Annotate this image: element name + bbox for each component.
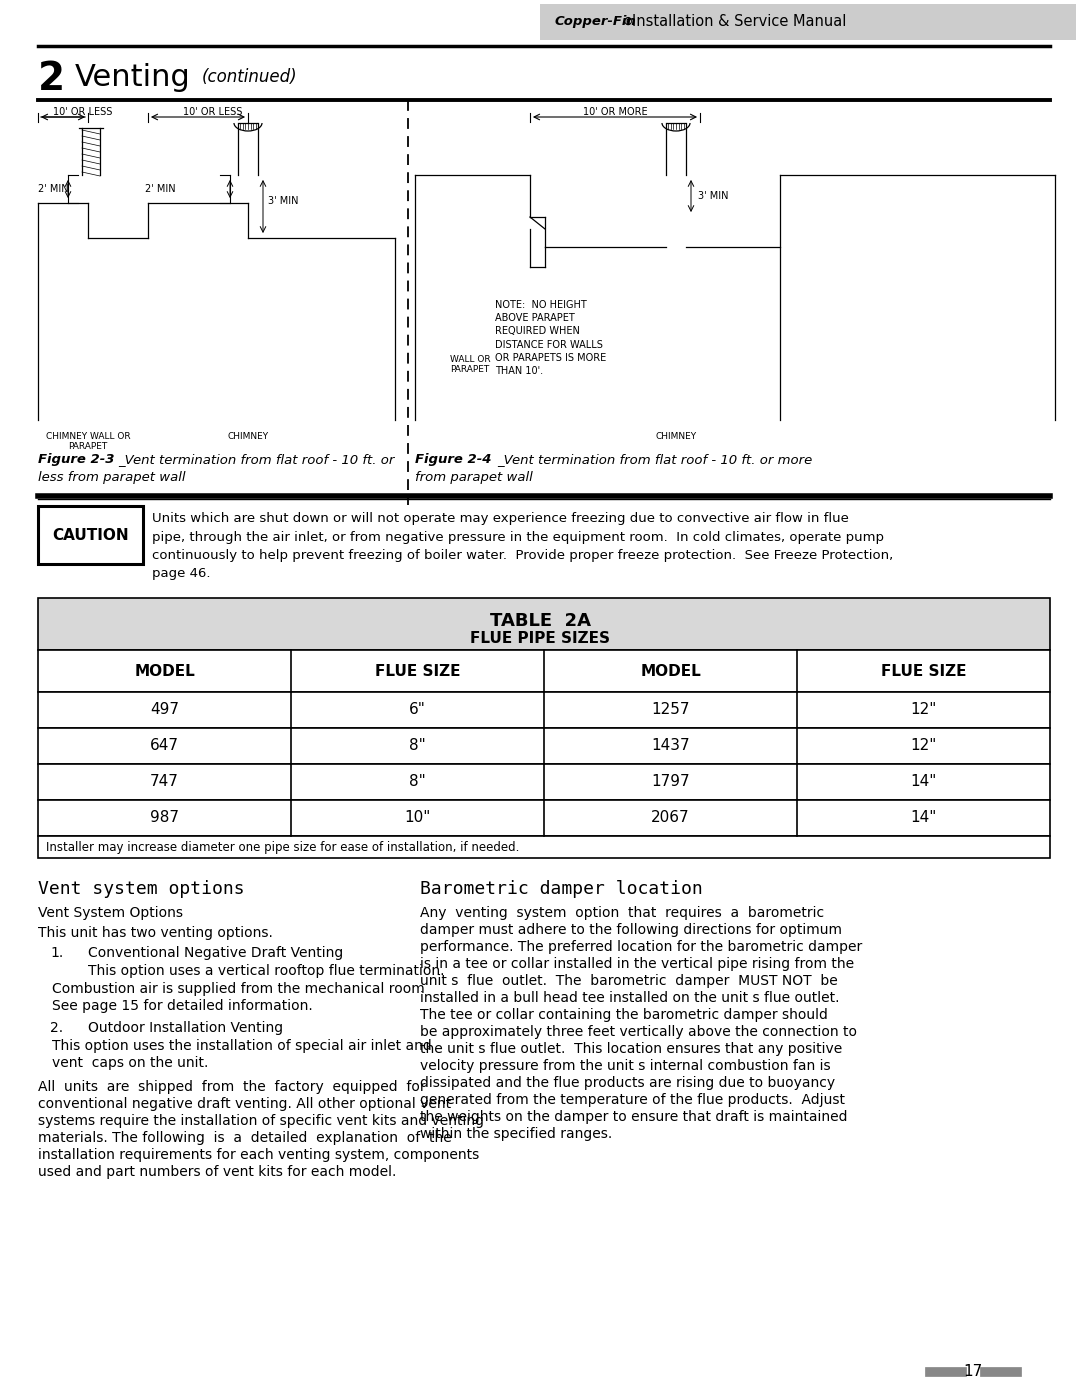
Bar	[38, 506, 143, 564]
Bar	[38, 650, 1050, 692]
Bar	[38, 800, 1050, 835]
Text: WALL OR
PARAPET: WALL OR PARAPET	[449, 355, 490, 374]
Text: 10' OR LESS: 10' OR LESS	[53, 108, 112, 117]
Text: 10' OR MORE: 10' OR MORE	[583, 108, 647, 117]
Text: This option uses a vertical rooftop flue termination.: This option uses a vertical rooftop flue…	[87, 964, 445, 978]
Text: (continued): (continued)	[202, 68, 298, 87]
Text: within the specified ranges.: within the specified ranges.	[420, 1127, 612, 1141]
Text: This unit has two venting options.: This unit has two venting options.	[38, 926, 273, 940]
Text: Installer may increase diameter one pipe size for ease of installation, if neede: Installer may increase diameter one pipe…	[46, 841, 519, 854]
Text: 12": 12"	[910, 703, 936, 718]
Text: less from parapet wall: less from parapet wall	[38, 471, 186, 483]
Text: TABLE  2A: TABLE 2A	[489, 612, 591, 630]
Text: 987: 987	[150, 810, 179, 826]
Text: Figure 2-3: Figure 2-3	[38, 453, 114, 467]
Text: All  units  are  shipped  from  the  factory  equipped  for: All units are shipped from the factory e…	[38, 1080, 426, 1094]
Text: be approximately three feet vertically above the connection to: be approximately three feet vertically a…	[420, 1025, 858, 1039]
Text: 2.: 2.	[50, 1021, 63, 1035]
Text: 8": 8"	[409, 774, 426, 789]
Text: 3' MIN: 3' MIN	[268, 196, 298, 205]
Text: is in a tee or collar installed in the vertical pipe rising from the: is in a tee or collar installed in the v…	[420, 957, 854, 971]
Text: Conventional Negative Draft Venting: Conventional Negative Draft Venting	[87, 946, 343, 960]
Text: dissipated and the flue products are rising due to buoyancy: dissipated and the flue products are ris…	[420, 1076, 835, 1090]
Text: 2' MIN: 2' MIN	[145, 184, 176, 194]
Text: Barometric damper location: Barometric damper location	[420, 880, 703, 898]
Text: Venting: Venting	[75, 63, 191, 92]
Text: CHIMNEY WALL OR
PARAPET: CHIMNEY WALL OR PARAPET	[45, 432, 131, 451]
Text: Figure 2-4: Figure 2-4	[415, 453, 491, 467]
Text: 6": 6"	[409, 703, 426, 718]
Text: FLUE SIZE: FLUE SIZE	[375, 664, 460, 679]
Text: 3' MIN: 3' MIN	[698, 191, 729, 201]
Text: 17: 17	[963, 1365, 983, 1379]
Text: the unit s flue outlet.  This location ensures that any positive: the unit s flue outlet. This location en…	[420, 1042, 842, 1056]
Text: used and part numbers of vent kits for each model.: used and part numbers of vent kits for e…	[38, 1165, 396, 1179]
Text: installed in a bull head tee installed on the unit s flue outlet.: installed in a bull head tee installed o…	[420, 990, 839, 1004]
Text: Any  venting  system  option  that  requires  a  barometric: Any venting system option that requires …	[420, 907, 824, 921]
Text: Units which are shut down or will not operate may experience freezing due to con: Units which are shut down or will not op…	[152, 511, 893, 581]
Text: from parapet wall: from parapet wall	[415, 471, 532, 483]
Text: NOTE:  NO HEIGHT
ABOVE PARAPET
REQUIRED WHEN
DISTANCE FOR WALLS
OR PARAPETS IS M: NOTE: NO HEIGHT ABOVE PARAPET REQUIRED W…	[495, 300, 606, 376]
Text: See page 15 for detailed information.: See page 15 for detailed information.	[52, 999, 313, 1013]
Text: damper must adhere to the following directions for optimum: damper must adhere to the following dire…	[420, 923, 842, 937]
Text: generated from the temperature of the flue products.  Adjust: generated from the temperature of the fl…	[420, 1092, 845, 1106]
Bar	[38, 598, 1050, 650]
Text: 12": 12"	[910, 739, 936, 753]
Text: installation requirements for each venting system, components: installation requirements for each venti…	[38, 1148, 480, 1162]
Text: systems require the installation of specific vent kits and venting: systems require the installation of spec…	[38, 1113, 484, 1127]
Text: _Vent termination from flat roof - 10 ft. or: _Vent termination from flat roof - 10 ft…	[118, 453, 394, 467]
Text: velocity pressure from the unit s internal combustion fan is: velocity pressure from the unit s intern…	[420, 1059, 831, 1073]
Text: ®: ®	[623, 17, 633, 27]
Text: 1257: 1257	[651, 703, 690, 718]
Text: 647: 647	[150, 739, 179, 753]
Text: 1797: 1797	[651, 774, 690, 789]
Text: CHIMNEY: CHIMNEY	[228, 432, 269, 441]
Text: 747: 747	[150, 774, 179, 789]
Bar	[38, 835, 1050, 858]
Text: 10": 10"	[404, 810, 431, 826]
Text: CAUTION: CAUTION	[53, 528, 130, 542]
Text: Vent system options: Vent system options	[38, 880, 245, 898]
Bar	[540, 4, 1076, 41]
Text: Combustion air is supplied from the mechanical room: Combustion air is supplied from the mech…	[52, 982, 424, 996]
Bar	[38, 764, 1050, 800]
Text: 2067: 2067	[651, 810, 690, 826]
Text: MODEL: MODEL	[134, 664, 194, 679]
Text: the weights on the damper to ensure that draft is maintained: the weights on the damper to ensure that…	[420, 1111, 848, 1125]
Text: _Vent termination from flat roof - 10 ft. or more: _Vent termination from flat roof - 10 ft…	[497, 453, 812, 467]
Text: Installation & Service Manual: Installation & Service Manual	[632, 14, 847, 29]
Text: 2: 2	[38, 60, 65, 98]
Text: This option uses the installation of special air inlet and: This option uses the installation of spe…	[52, 1039, 432, 1053]
Text: MODEL: MODEL	[640, 664, 701, 679]
Text: 1437: 1437	[651, 739, 690, 753]
Text: The tee or collar containing the barometric damper should: The tee or collar containing the baromet…	[420, 1009, 828, 1023]
Text: 14": 14"	[910, 810, 936, 826]
Text: CHIMNEY: CHIMNEY	[656, 432, 697, 441]
Text: FLUE PIPE SIZES: FLUE PIPE SIZES	[470, 631, 610, 645]
Text: 1.: 1.	[50, 946, 64, 960]
Text: 8": 8"	[409, 739, 426, 753]
Text: performance. The preferred location for the barometric damper: performance. The preferred location for …	[420, 940, 862, 954]
Text: FLUE SIZE: FLUE SIZE	[881, 664, 967, 679]
Text: vent  caps on the unit.: vent caps on the unit.	[52, 1056, 208, 1070]
Text: conventional negative draft venting. All other optional vent: conventional negative draft venting. All…	[38, 1097, 451, 1111]
Text: 497: 497	[150, 703, 179, 718]
Text: 14": 14"	[910, 774, 936, 789]
Bar	[38, 728, 1050, 764]
Text: materials. The following  is  a  detailed  explanation  of  the: materials. The following is a detailed e…	[38, 1132, 451, 1146]
Text: 2' MIN: 2' MIN	[38, 184, 69, 194]
Bar	[38, 692, 1050, 728]
Text: unit s  flue  outlet.  The  barometric  damper  MUST NOT  be: unit s flue outlet. The barometric dampe…	[420, 974, 838, 988]
Text: Vent System Options: Vent System Options	[38, 907, 183, 921]
Text: 10' OR LESS: 10' OR LESS	[183, 108, 242, 117]
Text: Copper-Fin: Copper-Fin	[555, 15, 637, 28]
Text: Outdoor Installation Venting: Outdoor Installation Venting	[87, 1021, 283, 1035]
